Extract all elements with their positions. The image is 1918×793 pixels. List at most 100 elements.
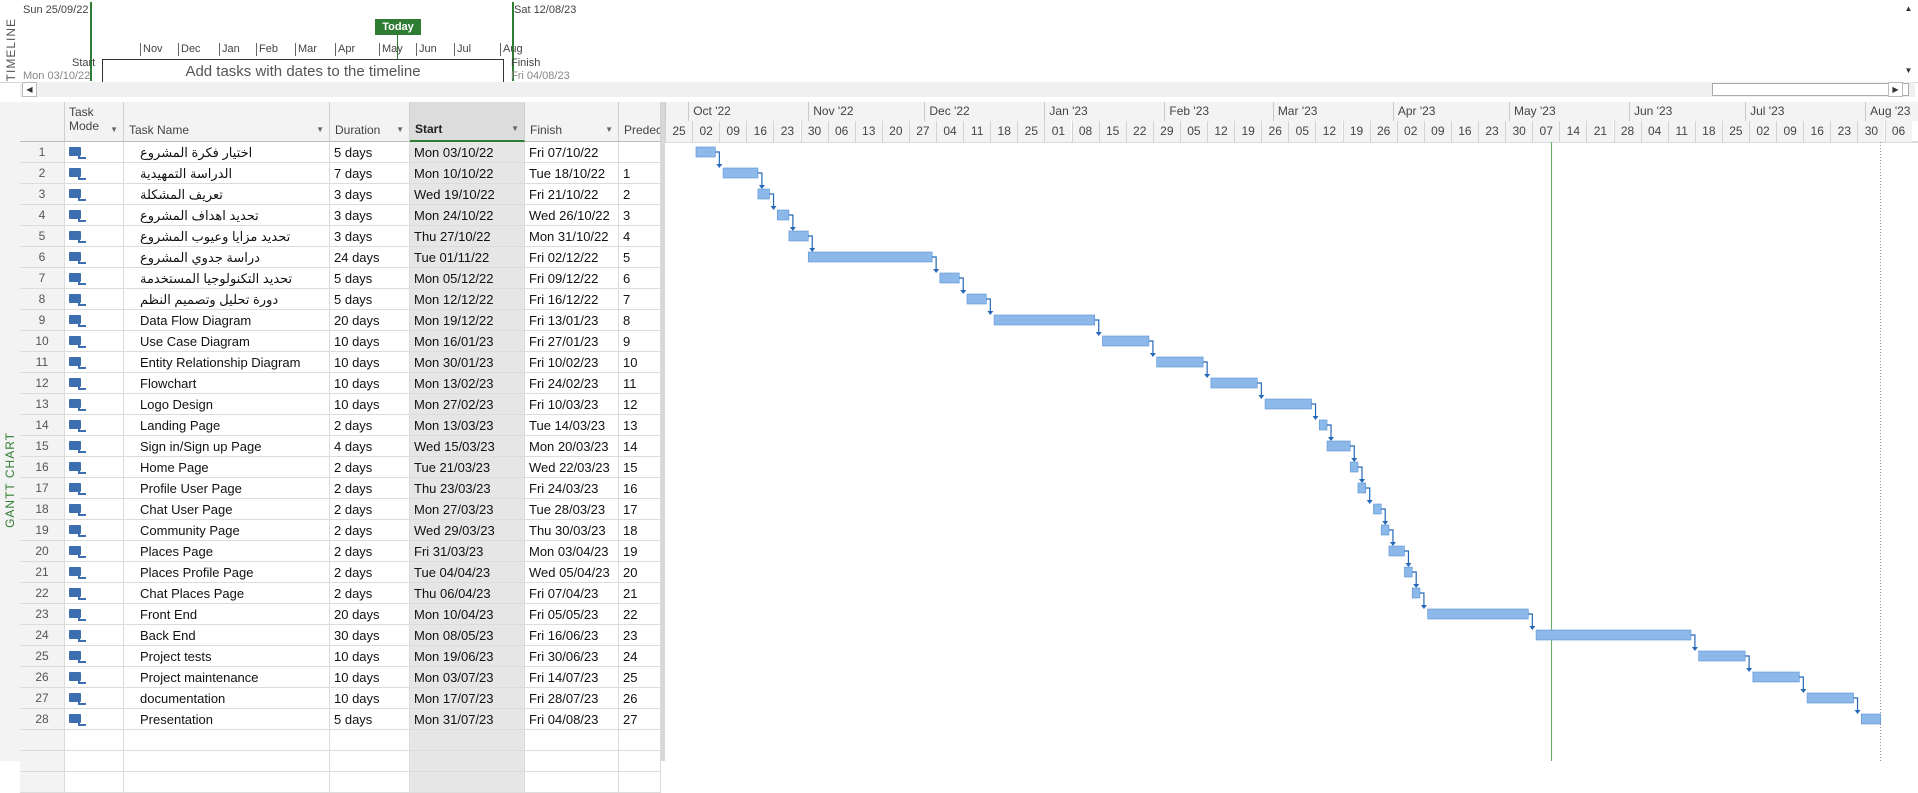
timescale-week-label[interactable]: 13 xyxy=(854,121,882,142)
duration-cell[interactable]: 30 days xyxy=(330,625,410,646)
finish-cell[interactable]: Fri 27/01/23 xyxy=(525,331,619,352)
predecessors-cell[interactable]: 10 xyxy=(619,352,661,373)
row-id[interactable]: 9 xyxy=(20,310,65,331)
task-name-cell[interactable] xyxy=(124,730,330,751)
predecessors-cell[interactable]: 18 xyxy=(619,520,661,541)
start-cell[interactable]: Wed 19/10/22 xyxy=(410,184,525,205)
start-cell[interactable]: Mon 03/07/23 xyxy=(410,667,525,688)
start-cell[interactable]: Mon 03/10/22 xyxy=(410,142,525,163)
timescale-week-label[interactable]: 25 xyxy=(1721,121,1749,142)
start-cell[interactable]: Fri 31/03/23 xyxy=(410,541,525,562)
duration-cell[interactable]: 2 days xyxy=(330,478,410,499)
start-cell[interactable]: Mon 08/05/23 xyxy=(410,625,525,646)
task-name-cell[interactable]: Front End xyxy=(124,604,330,625)
filter-dropdown-icon[interactable]: ▼ xyxy=(605,125,613,134)
predecessors-cell[interactable]: 4 xyxy=(619,226,661,247)
table-row[interactable]: 4 تحديد اهداف المشروع 3 days Mon 24/10/22 We… xyxy=(20,205,661,226)
predecessors-cell[interactable]: 15 xyxy=(619,457,661,478)
table-row[interactable]: 3 تعريف المشكلة 3 days Wed 19/10/22 Fri 21/1… xyxy=(20,184,661,205)
duration-cell[interactable]: 5 days xyxy=(330,709,410,730)
timescale-week-label[interactable]: 15 xyxy=(1098,121,1126,142)
row-id[interactable]: 10 xyxy=(20,331,65,352)
task-name-cell[interactable]: دورة تحليل وتصميم النظم xyxy=(124,289,330,310)
filter-dropdown-icon[interactable]: ▼ xyxy=(511,124,519,133)
start-cell[interactable] xyxy=(410,772,525,793)
predecessors-cell[interactable]: 23 xyxy=(619,625,661,646)
finish-cell[interactable]: Fri 07/04/23 xyxy=(525,583,619,604)
finish-cell[interactable]: Tue 18/10/22 xyxy=(525,163,619,184)
row-id[interactable]: 23 xyxy=(20,604,65,625)
predecessors-cell[interactable]: 14 xyxy=(619,436,661,457)
finish-cell[interactable]: Fri 13/01/23 xyxy=(525,310,619,331)
task-mode-cell[interactable] xyxy=(65,268,124,289)
timescale-week-label[interactable]: 30 xyxy=(800,121,828,142)
timescale-week-label[interactable]: 11 xyxy=(963,121,991,142)
task-name-cell[interactable]: Profile User Page xyxy=(124,478,330,499)
task-mode-cell[interactable] xyxy=(65,373,124,394)
start-cell[interactable]: Wed 15/03/23 xyxy=(410,436,525,457)
predecessors-cell[interactable]: 11 xyxy=(619,373,661,394)
timescale-week-label[interactable]: 12 xyxy=(1315,121,1343,142)
task-name-cell[interactable]: Project maintenance xyxy=(124,667,330,688)
table-row[interactable]: 17 Profile User Page 2 days Thu 23/03/23 Fri… xyxy=(20,478,661,499)
duration-cell[interactable]: 2 days xyxy=(330,457,410,478)
duration-cell[interactable]: 2 days xyxy=(330,541,410,562)
duration-cell[interactable]: 2 days xyxy=(330,562,410,583)
predecessors-cell[interactable]: 13 xyxy=(619,415,661,436)
task-mode-cell[interactable] xyxy=(65,289,124,310)
start-cell[interactable] xyxy=(410,730,525,751)
start-cell[interactable]: Mon 27/02/23 xyxy=(410,394,525,415)
predecessors-cell[interactable] xyxy=(619,772,661,793)
start-cell[interactable]: Mon 17/07/23 xyxy=(410,688,525,709)
duration-cell[interactable]: 5 days xyxy=(330,268,410,289)
start-cell[interactable]: Thu 06/04/23 xyxy=(410,583,525,604)
timescale-week-label[interactable]: 06 xyxy=(1884,121,1912,142)
predecessors-cell[interactable]: 5 xyxy=(619,247,661,268)
finish-cell[interactable] xyxy=(525,751,619,772)
row-id[interactable]: 26 xyxy=(20,667,65,688)
table-row[interactable]: 11 Entity Relationship Diagram 10 days Mon … xyxy=(20,352,661,373)
row-id[interactable]: 24 xyxy=(20,625,65,646)
task-mode-cell[interactable] xyxy=(65,163,124,184)
duration-cell[interactable]: 10 days xyxy=(330,331,410,352)
task-mode-cell[interactable] xyxy=(65,415,124,436)
duration-cell[interactable]: 10 days xyxy=(330,667,410,688)
timeline-scroll-up-icon[interactable]: ▲ xyxy=(1902,2,1915,15)
table-row[interactable]: 22 Chat Places Page 2 days Thu 06/04/23 Fri … xyxy=(20,583,661,604)
timescale-week-label[interactable]: 23 xyxy=(1478,121,1506,142)
timescale-month-label[interactable]: Jul '23 xyxy=(1745,102,1866,121)
table-row[interactable]: 28 Presentation 5 days Mon 31/07/23 Fri 04/0… xyxy=(20,709,661,730)
empty-row[interactable] xyxy=(20,730,661,751)
table-row[interactable]: 25 Project tests 10 days Mon 19/06/23 Fri 30… xyxy=(20,646,661,667)
task-name-cell[interactable]: Chat User Page xyxy=(124,499,330,520)
predecessors-cell[interactable]: 2 xyxy=(619,184,661,205)
task-name-cell[interactable]: دراسة جدوي المشروع xyxy=(124,247,330,268)
timescale-week-label[interactable]: 16 xyxy=(1450,121,1478,142)
duration-cell[interactable]: 24 days xyxy=(330,247,410,268)
task-name-cell[interactable]: Flowchart xyxy=(124,373,330,394)
finish-cell[interactable]: Wed 22/03/23 xyxy=(525,457,619,478)
task-mode-cell[interactable] xyxy=(65,667,124,688)
table-row[interactable]: 19 Community Page 2 days Wed 29/03/23 Thu 30… xyxy=(20,520,661,541)
task-mode-cell[interactable] xyxy=(65,205,124,226)
timescale-month-label[interactable]: Mar '23 xyxy=(1272,102,1393,121)
predecessors-cell[interactable]: 8 xyxy=(619,310,661,331)
timescale-week-label[interactable]: 28 xyxy=(1613,121,1641,142)
task-mode-cell[interactable] xyxy=(65,520,124,541)
duration-cell[interactable]: 2 days xyxy=(330,520,410,541)
timescale-week-label[interactable]: 30 xyxy=(1505,121,1533,142)
task-mode-cell[interactable] xyxy=(65,457,124,478)
row-id[interactable]: 19 xyxy=(20,520,65,541)
row-id[interactable]: 3 xyxy=(20,184,65,205)
row-id[interactable]: 5 xyxy=(20,226,65,247)
row-id[interactable]: 12 xyxy=(20,373,65,394)
timescale-week-label[interactable]: 18 xyxy=(1694,121,1722,142)
task-table[interactable]: Task Mode ▼ Task Name ▼ Duration ▼ Start… xyxy=(20,102,661,793)
finish-cell[interactable]: Fri 09/12/22 xyxy=(525,268,619,289)
timescale-week-label[interactable]: 16 xyxy=(746,121,774,142)
pane-splitter[interactable] xyxy=(661,102,665,761)
table-row[interactable]: 1 اختيار فكرة المشروع 5 days Mon 03/10/22 Fr… xyxy=(20,142,661,163)
timescale-week-label[interactable]: 12 xyxy=(1207,121,1235,142)
timescale-month-label[interactable]: Jan '23 xyxy=(1044,102,1165,121)
timescale-week-label[interactable]: 02 xyxy=(692,121,720,142)
